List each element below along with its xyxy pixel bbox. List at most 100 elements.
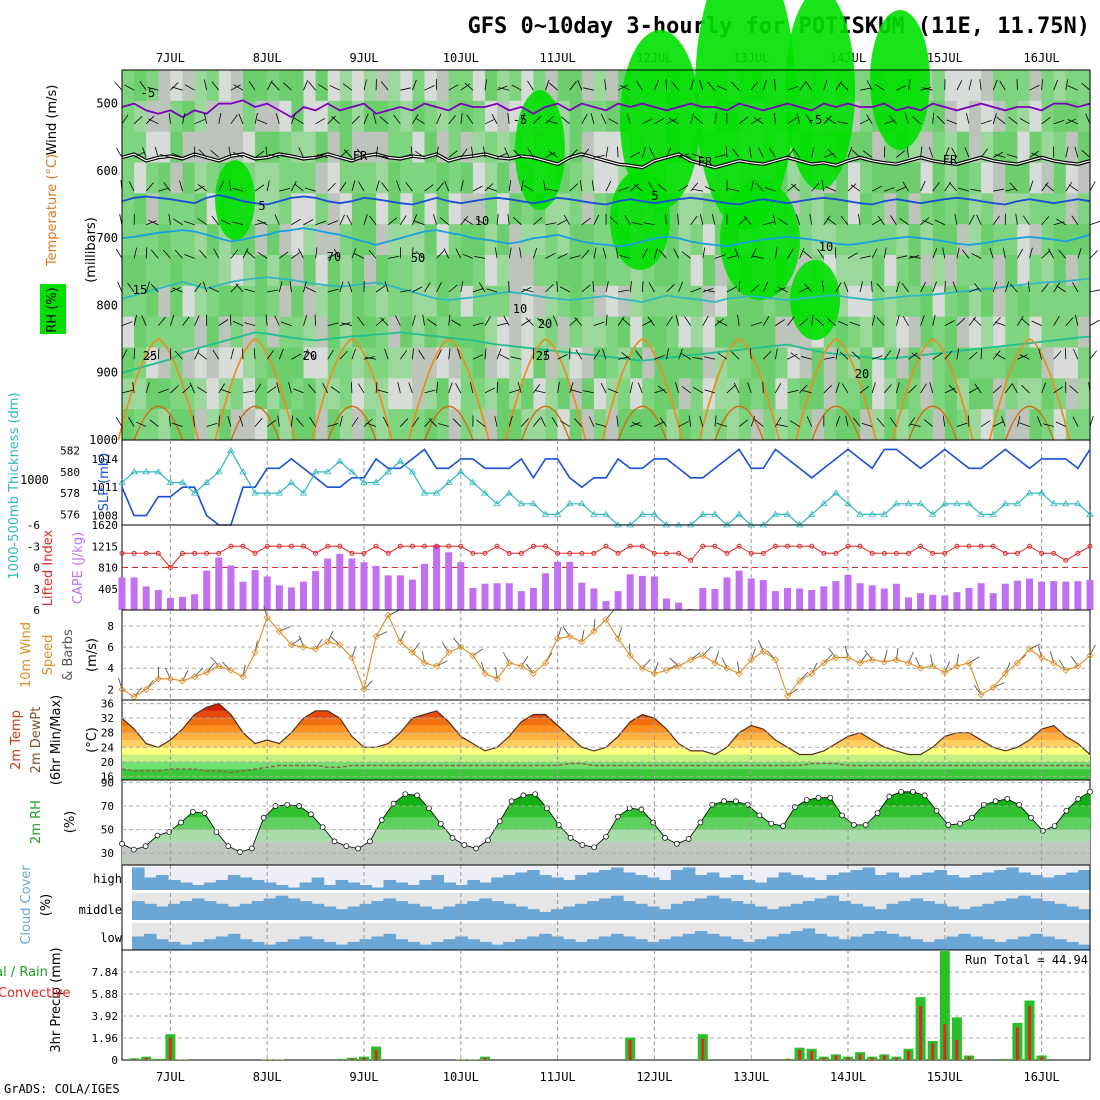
cloud-bar — [515, 906, 528, 920]
wind-barb — [377, 154, 389, 158]
wind-barb — [876, 317, 885, 326]
wind-barb — [861, 422, 873, 427]
precip-conv-bar — [931, 1043, 935, 1060]
rh-cell — [206, 162, 220, 194]
temp-band — [122, 769, 1090, 780]
wind-barb — [790, 352, 800, 360]
rh-marker — [827, 794, 834, 801]
cloud-bar — [742, 941, 756, 950]
wind-barb-10m — [351, 646, 357, 658]
rh-cell — [460, 100, 474, 133]
rh-marker — [650, 819, 657, 826]
wind-barb — [415, 150, 425, 158]
rh-cell — [339, 224, 353, 256]
wind-barb — [351, 115, 360, 125]
wind-barb — [436, 281, 442, 293]
cloud-bar — [275, 895, 289, 920]
wind-barb — [593, 321, 605, 327]
rh-cell — [243, 378, 256, 410]
wind-barb — [399, 350, 408, 360]
wind-barb — [1089, 319, 1100, 326]
contour-label: 10 — [475, 214, 489, 228]
rh-cell — [424, 255, 438, 287]
wind-barb — [463, 218, 474, 226]
cloud-bar — [634, 903, 648, 920]
wind-barb — [896, 348, 901, 360]
rh-marker — [921, 792, 928, 799]
wind-barb — [1074, 146, 1079, 158]
wind-barb — [956, 80, 963, 91]
wind-barb — [436, 381, 439, 393]
rh-marker — [626, 805, 633, 812]
rh-cell — [969, 409, 982, 441]
wind-barb — [327, 252, 338, 259]
cape-tick: 405 — [98, 583, 118, 596]
rh-cell — [194, 347, 208, 379]
rh-cell — [134, 378, 147, 410]
cloud-bar — [215, 903, 229, 920]
wind-barb — [992, 113, 997, 124]
rh-cell — [122, 316, 135, 349]
rh-cell — [872, 316, 885, 349]
wind-barb-10m — [883, 650, 888, 662]
wind-barb — [150, 283, 159, 293]
rh-cell — [823, 193, 837, 225]
lifted-marker — [422, 543, 427, 549]
wind-barb — [1041, 79, 1043, 91]
lifted-marker — [700, 543, 706, 549]
wind-barb — [443, 248, 450, 259]
rh-cell — [158, 193, 171, 225]
wind-barb — [546, 120, 558, 125]
lifted-marker — [325, 543, 331, 549]
cloud-bar — [934, 870, 947, 890]
rh-cell — [569, 378, 583, 410]
wind-barb — [1041, 250, 1050, 259]
wind-barb — [815, 318, 825, 326]
rh-cell — [581, 347, 595, 379]
cloud-bar — [694, 875, 708, 890]
wind-barb-10m — [436, 660, 448, 667]
wind-barb — [1036, 416, 1042, 427]
cloud-bar — [658, 909, 672, 920]
wind-barb — [668, 117, 679, 125]
wind-barb — [1065, 146, 1069, 158]
rh-cell — [702, 378, 716, 410]
thickness-marker — [142, 468, 150, 475]
cape-bar — [626, 574, 634, 610]
wind-speed-marker — [638, 664, 646, 672]
precip-conv-bar — [798, 1049, 802, 1060]
day-label-top: 15JUL — [927, 51, 963, 65]
rh-cell — [218, 347, 232, 379]
wind-speed-marker — [191, 673, 199, 681]
rh-cell — [932, 347, 946, 379]
wind-barb — [1004, 281, 1010, 293]
wind-barb — [561, 116, 570, 125]
wind-barb — [764, 187, 776, 192]
cloud-bar — [311, 939, 325, 950]
wind-barb — [1065, 79, 1069, 91]
slp-tick: 1008 — [92, 510, 119, 523]
rh-marker — [496, 818, 503, 825]
rh-cell — [872, 285, 885, 318]
wind-barb — [876, 283, 885, 293]
cloud-bar — [802, 928, 816, 950]
wind-barb — [327, 288, 339, 293]
cloud-bar — [419, 880, 432, 890]
cape-bar — [880, 588, 888, 610]
wind-barb — [790, 420, 800, 427]
wind-barb — [276, 382, 280, 394]
contour-label: 25 — [143, 349, 157, 363]
wind-barb — [872, 185, 883, 192]
rh-cell — [448, 347, 462, 379]
wind-barb — [327, 115, 336, 125]
wind-barb — [307, 350, 316, 360]
wind-barb — [605, 181, 612, 192]
rh-cell — [146, 347, 159, 379]
thickness-marker — [650, 510, 659, 517]
wind-barb — [254, 417, 263, 427]
wind-barb — [750, 180, 755, 192]
wind-barb — [811, 314, 814, 326]
rh-cell — [920, 285, 934, 318]
rh-cell — [497, 255, 510, 287]
rh-cell — [1041, 316, 1055, 349]
